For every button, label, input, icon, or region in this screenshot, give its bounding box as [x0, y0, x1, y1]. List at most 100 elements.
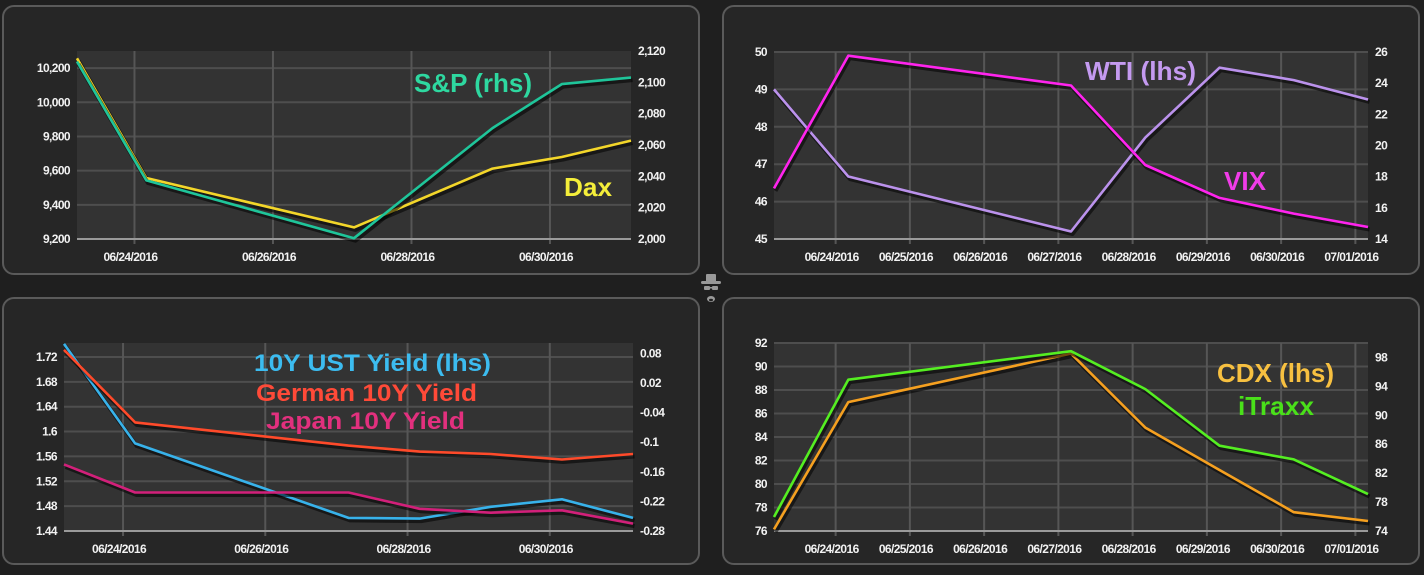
left-axis-tick-label: 48 — [755, 120, 768, 134]
x-axis-tick-label: 06/28/2016 — [380, 250, 435, 264]
x-axis-tick-label: 06/25/2016 — [879, 250, 934, 264]
x-axis-tick-label: 06/28/2016 — [377, 542, 432, 556]
x-axis-tick-label: 06/24/2016 — [805, 250, 860, 264]
x-axis-tick-label: 06/26/2016 — [242, 250, 297, 264]
left-axis-tick-label: 1.52 — [36, 474, 58, 488]
right-axis-tick-label: 26 — [1375, 45, 1388, 59]
left-axis-tick-label: 9,600 — [43, 164, 71, 178]
x-axis-tick-label: 06/30/2016 — [519, 542, 574, 556]
series-shadow — [773, 354, 1370, 533]
left-axis-tick-label: 84 — [755, 430, 768, 444]
left-axis-tick-label: 1.6 — [42, 425, 58, 439]
series-annotation-label: German 10Y Yield — [256, 380, 477, 407]
x-axis-tick-label: 06/27/2016 — [1027, 542, 1082, 556]
left-axis-tick-label: 1.48 — [36, 499, 58, 513]
x-axis-tick-label: 06/28/2016 — [1102, 542, 1157, 556]
series-annotation-label: VIX — [1224, 166, 1267, 196]
right-axis-tick-label: 78 — [1375, 495, 1388, 509]
left-axis-tick-label: 10,000 — [37, 95, 71, 109]
series-annotation-label: Dax — [564, 172, 613, 202]
spy-hat-icon — [701, 274, 721, 302]
left-axis-tick-label: 78 — [755, 501, 768, 515]
left-axis-tick-label: 76 — [755, 524, 768, 538]
series-annotation-label: 10Y UST Yield (lhs) — [254, 350, 491, 377]
right-axis-tick-label: -0.28 — [640, 524, 665, 538]
left-axis-tick-label: 82 — [755, 454, 768, 468]
right-axis-tick-label: -0.16 — [640, 465, 665, 479]
series-annotation-label: WTI (lhs) — [1085, 56, 1196, 86]
right-axis-tick-label: 16 — [1375, 201, 1388, 215]
left-axis-tick-label: 1.44 — [36, 524, 58, 538]
right-axis-tick-label: 2,020 — [638, 201, 666, 215]
series-annotation-label: iTraxx — [1238, 391, 1315, 421]
right-axis-tick-label: 90 — [1375, 408, 1388, 422]
right-axis-tick-label: -0.22 — [640, 494, 665, 508]
plot-area — [77, 51, 631, 239]
left-axis-tick-label: 1.64 — [36, 400, 58, 414]
x-axis-tick-label: 07/01/2016 — [1324, 250, 1379, 264]
left-axis-tick-label: 80 — [755, 477, 768, 491]
x-axis-tick-label: 07/01/2016 — [1324, 542, 1379, 556]
left-axis-tick-label: 1.68 — [36, 375, 58, 389]
left-axis-tick-label: 10,200 — [37, 61, 71, 75]
x-axis-tick-label: 06/26/2016 — [234, 542, 289, 556]
series-shadow — [64, 350, 635, 464]
plot-area — [64, 343, 633, 531]
x-axis-tick-label: 06/26/2016 — [953, 542, 1008, 556]
x-axis-tick-label: 06/30/2016 — [519, 250, 574, 264]
right-axis-tick-label: 14 — [1375, 232, 1388, 246]
right-axis-tick-label: -0.04 — [640, 406, 665, 420]
series-shadow — [773, 56, 1370, 232]
x-axis-tick-label: 06/24/2016 — [103, 250, 158, 264]
x-axis-tick-label: 06/24/2016 — [805, 542, 860, 556]
left-axis-tick-label: 45 — [755, 232, 768, 246]
series-annotation-label: Japan 10Y Yield — [266, 408, 465, 435]
right-axis-tick-label: 22 — [1375, 107, 1388, 121]
series-annotation-label: CDX (lhs) — [1217, 358, 1334, 388]
right-axis-tick-label: 18 — [1375, 170, 1388, 184]
right-axis-tick-label: 98 — [1375, 350, 1388, 364]
series-shadow — [64, 465, 635, 529]
left-axis-tick-label: 90 — [755, 360, 768, 374]
right-axis-tick-label: 20 — [1375, 139, 1388, 153]
left-axis-tick-label: 50 — [755, 45, 768, 59]
right-axis-tick-label: 24 — [1375, 76, 1388, 90]
left-axis-tick-label: 49 — [755, 82, 768, 96]
chart-4: 76 78 80 82 84 86 88 90 92 74 78 82 86 90 94 98 06/24/20… — [755, 336, 1389, 556]
right-axis-tick-label: 0.08 — [640, 346, 662, 360]
left-axis-tick-label: 92 — [755, 336, 768, 350]
right-axis-tick-label: 2,120 — [638, 44, 666, 58]
left-axis-tick-label: 88 — [755, 383, 768, 397]
x-axis-tick-label: 06/29/2016 — [1176, 542, 1231, 556]
chart-2: 45 46 47 48 49 50 14 16 18 20 22 24 26 06/24/2016 06/2… — [755, 45, 1389, 264]
left-axis-tick-label: 9,200 — [43, 232, 71, 246]
series-line-s-p — [75, 60, 632, 240]
right-axis-tick-label: 94 — [1375, 379, 1388, 393]
x-axis-tick-label: 06/30/2016 — [1250, 542, 1305, 556]
x-axis-tick-label: 06/24/2016 — [92, 542, 147, 556]
right-axis-tick-label: 2,040 — [638, 169, 666, 183]
chart-3: 1.44 1.48 1.52 1.56 1.6 1.64 1.68 1.72 -0.28 -0.2… — [36, 343, 666, 556]
x-axis-tick-label: 06/28/2016 — [1102, 250, 1157, 264]
x-axis-tick-label: 06/30/2016 — [1250, 250, 1305, 264]
x-axis-tick-label: 06/25/2016 — [879, 542, 934, 556]
series-annotation-label: S&P (rhs) — [414, 68, 532, 98]
series-shadow — [63, 345, 636, 524]
left-axis-tick-label: 86 — [755, 407, 768, 421]
right-axis-tick-label: 0.02 — [640, 376, 662, 390]
chart-1: 9,200 9,400 9,600 9,800 10,000 10,200 2,000 2,0… — [37, 44, 667, 264]
left-axis-tick-label: 46 — [755, 195, 768, 209]
right-axis-tick-label: 2,000 — [638, 232, 666, 246]
right-axis-tick-label: 2,080 — [638, 107, 666, 121]
right-axis-tick-label: 86 — [1375, 437, 1388, 451]
series-shadow — [773, 68, 1371, 236]
right-axis-tick-label: 2,100 — [638, 75, 666, 89]
left-axis-tick-label: 1.72 — [36, 350, 58, 364]
x-axis-tick-label: 06/27/2016 — [1027, 250, 1082, 264]
x-axis-tick-label: 06/29/2016 — [1176, 250, 1231, 264]
x-axis-tick-label: 06/26/2016 — [953, 250, 1008, 264]
left-axis-tick-label: 9,800 — [43, 129, 71, 143]
right-axis-tick-label: 82 — [1375, 466, 1388, 480]
right-axis-tick-label: 2,060 — [638, 138, 666, 152]
